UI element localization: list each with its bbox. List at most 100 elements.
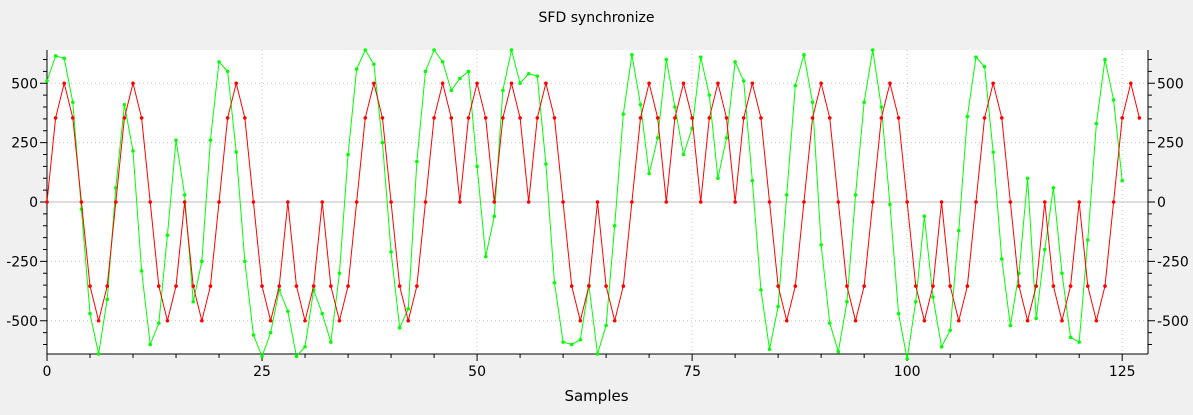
series-0-point bbox=[483, 116, 488, 120]
series-1-point bbox=[535, 74, 540, 78]
series-0-point bbox=[948, 284, 952, 288]
series-1-point bbox=[638, 102, 643, 107]
series-1-point bbox=[905, 356, 909, 361]
x-tick-label: 75 bbox=[683, 364, 701, 380]
series-0-point bbox=[225, 116, 230, 120]
series-0-point bbox=[922, 318, 927, 323]
series-0-point bbox=[286, 200, 290, 204]
series-0-point bbox=[827, 116, 832, 120]
series-0-point bbox=[647, 81, 651, 86]
x-tick-label: 0 bbox=[43, 364, 52, 380]
series-0-point bbox=[544, 81, 548, 86]
series-1-point bbox=[1077, 340, 1081, 344]
series-1-point bbox=[458, 76, 462, 81]
series-0-point bbox=[862, 284, 866, 288]
series-1-point bbox=[578, 337, 583, 342]
series-1-point bbox=[415, 159, 419, 164]
series-1-point bbox=[440, 60, 445, 64]
series-1-point bbox=[423, 69, 428, 74]
series-0-point bbox=[810, 116, 815, 120]
series-0-point bbox=[397, 284, 402, 288]
series-1-point bbox=[879, 105, 884, 109]
series-1-point bbox=[88, 311, 92, 316]
series-0-point bbox=[655, 116, 660, 120]
series-0-point bbox=[165, 318, 170, 323]
series-1-point bbox=[483, 254, 488, 259]
series-0-point bbox=[423, 200, 428, 204]
series-0-point bbox=[208, 284, 213, 288]
series-1-point bbox=[612, 223, 617, 228]
series-1-point bbox=[956, 228, 961, 233]
series-0-point bbox=[535, 116, 540, 120]
series-1-point bbox=[870, 48, 875, 52]
series-0-point bbox=[1017, 284, 1021, 288]
series-1-point bbox=[836, 349, 841, 354]
series-0-point bbox=[784, 318, 789, 323]
series-0-point bbox=[1103, 284, 1107, 288]
series-1-point bbox=[406, 307, 411, 311]
series-1-point bbox=[475, 164, 479, 169]
series-1-point bbox=[1111, 98, 1116, 102]
series-0-point bbox=[1068, 284, 1073, 288]
y-tick-label-left: -250 bbox=[6, 254, 38, 270]
series-1-point bbox=[208, 138, 213, 143]
series-0-point bbox=[458, 200, 462, 204]
y-tick-label-left: 250 bbox=[11, 136, 38, 152]
series-0-point bbox=[913, 284, 918, 288]
chart-title: SFD synchronize bbox=[538, 10, 655, 26]
series-1-point bbox=[286, 309, 290, 314]
series-0-point bbox=[552, 116, 557, 120]
series-1-point bbox=[741, 79, 746, 83]
series-1-point bbox=[647, 171, 651, 176]
series-1-point bbox=[200, 259, 204, 264]
series-1-point bbox=[182, 193, 187, 197]
series-1-point bbox=[931, 295, 935, 299]
series-1-point bbox=[165, 233, 170, 238]
series-0-point bbox=[879, 116, 884, 120]
series-1-point bbox=[320, 311, 325, 316]
series-1-point bbox=[793, 83, 798, 88]
series-1-point bbox=[354, 67, 359, 71]
series-1-point bbox=[974, 55, 978, 59]
y-tick-label-right: 0 bbox=[1157, 195, 1166, 211]
series-0-point bbox=[1111, 200, 1116, 204]
series-1-point bbox=[1060, 271, 1064, 276]
series-1-point bbox=[759, 288, 763, 292]
series-0-point bbox=[131, 81, 135, 86]
series-0-point bbox=[380, 116, 385, 120]
series-0-point bbox=[346, 284, 350, 288]
series-1-point bbox=[999, 257, 1004, 261]
series-0-point bbox=[1085, 284, 1090, 288]
series-0-point bbox=[733, 200, 737, 204]
series-0-point bbox=[896, 116, 901, 120]
series-0-point bbox=[965, 284, 970, 288]
series-0-point bbox=[243, 116, 247, 120]
series-1-point bbox=[389, 250, 393, 254]
series-0-point bbox=[217, 200, 221, 204]
series-0-point bbox=[569, 284, 574, 288]
series-1-point bbox=[630, 52, 634, 57]
series-0-point bbox=[870, 200, 875, 204]
series-0-point bbox=[612, 318, 617, 323]
series-0-point bbox=[604, 284, 608, 288]
series-0-point bbox=[724, 116, 729, 120]
series-0-point bbox=[802, 200, 806, 204]
series-0-point bbox=[638, 116, 643, 120]
series-1-point bbox=[268, 330, 273, 335]
series-1-point bbox=[604, 323, 608, 328]
series-1-point bbox=[217, 60, 221, 64]
series-0-point bbox=[466, 116, 471, 120]
series-0-point bbox=[991, 81, 995, 86]
series-1-point bbox=[827, 321, 832, 325]
series-1-point bbox=[346, 152, 350, 157]
series-0-point bbox=[587, 284, 591, 288]
series-1-point bbox=[1094, 121, 1099, 126]
x-tick-label: 50 bbox=[468, 364, 486, 380]
series-1-point bbox=[53, 54, 58, 58]
series-0-point bbox=[45, 200, 49, 204]
series-1-point bbox=[784, 193, 789, 197]
series-1-point bbox=[372, 62, 376, 67]
series-0-point bbox=[561, 200, 565, 204]
series-0-point bbox=[1034, 284, 1038, 288]
series-0-point bbox=[776, 284, 780, 288]
